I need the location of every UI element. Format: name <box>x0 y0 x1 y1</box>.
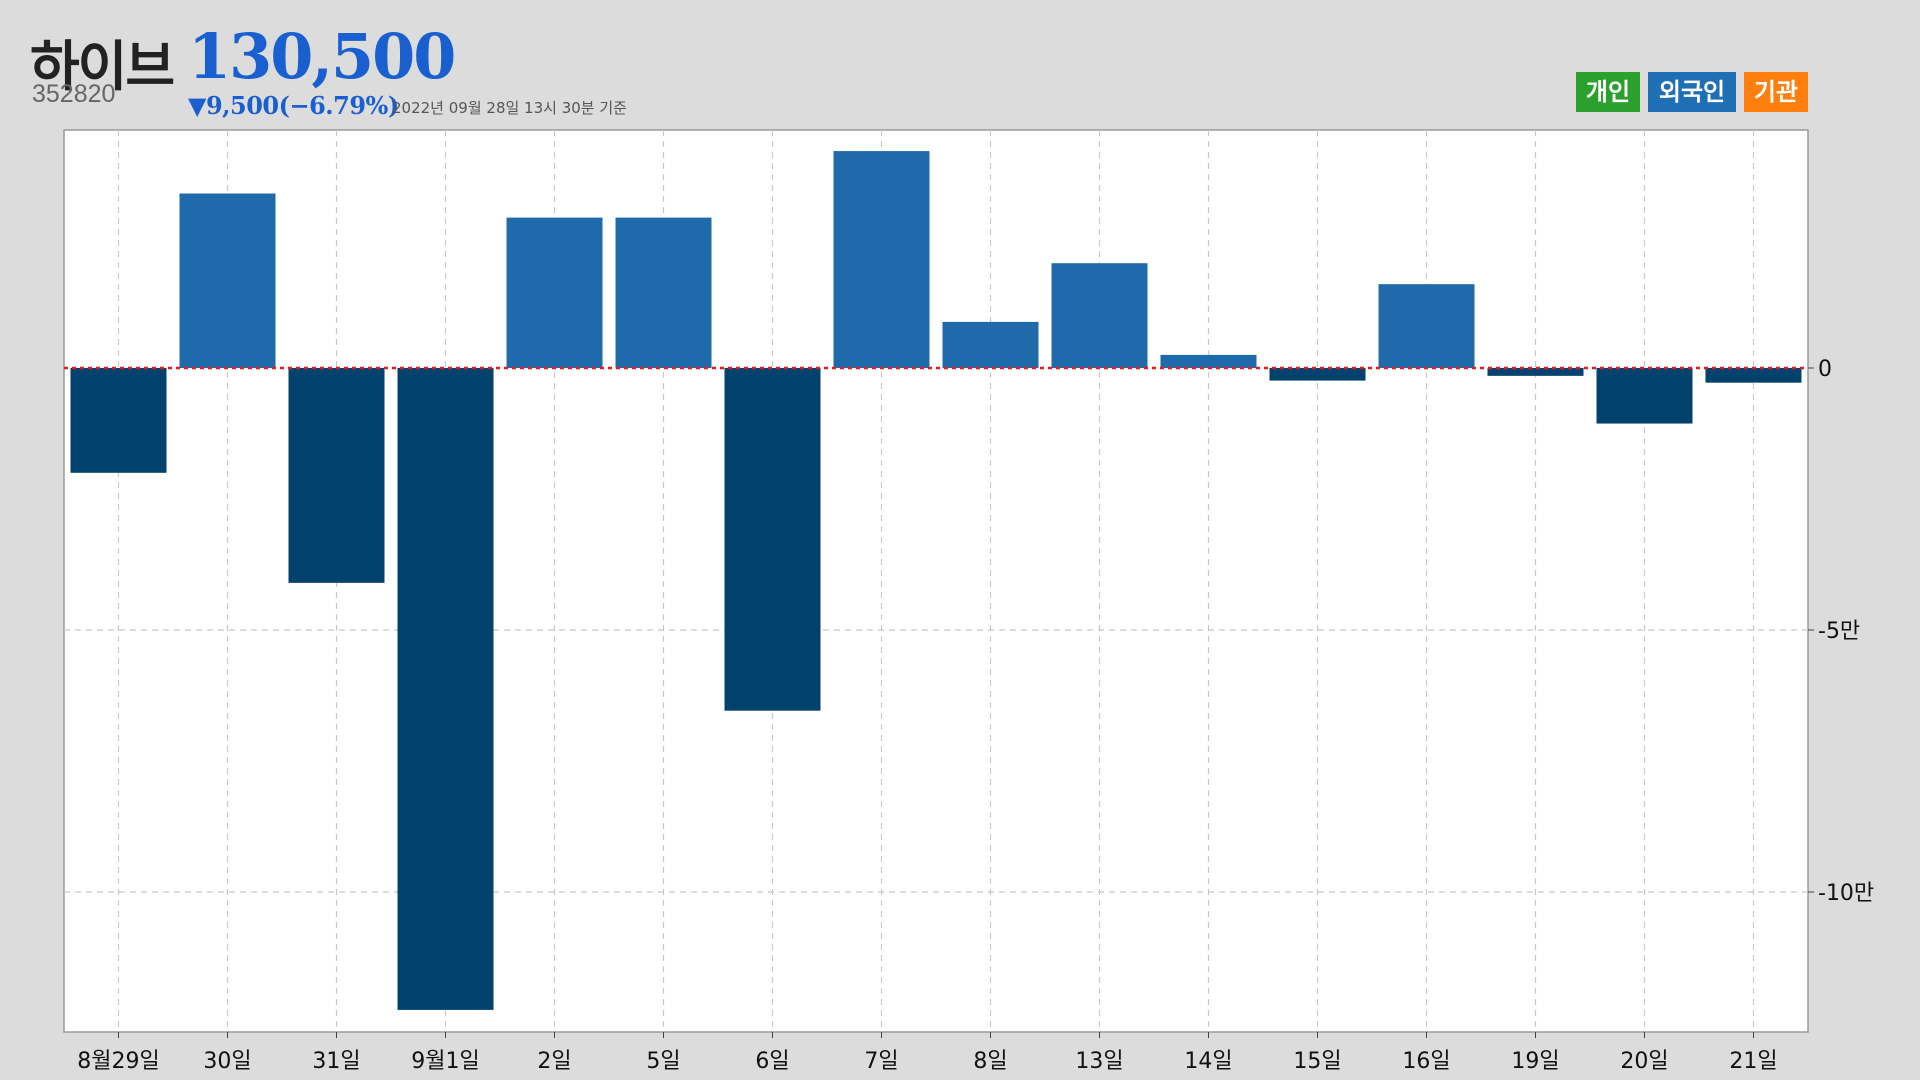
y-tick-label: 0 <box>1818 357 1832 382</box>
bar <box>942 321 1039 368</box>
x-tick-label: 5일 <box>646 1049 680 1074</box>
legend-item-foreign[interactable]: 외국인 <box>1648 72 1736 112</box>
x-tick-label: 9월1일 <box>411 1049 479 1074</box>
bar <box>179 193 276 368</box>
bar <box>1596 368 1693 424</box>
stock-name: 하이브 <box>30 35 175 98</box>
x-tick-label: 30일 <box>203 1049 251 1074</box>
bar <box>70 368 167 473</box>
bar <box>288 368 385 583</box>
y-tick-label: -5만 <box>1818 619 1860 644</box>
stock-code: 352820 <box>32 80 116 108</box>
legend-item-individual[interactable]: 개인 <box>1576 72 1640 112</box>
price-change: ▼9,500(−6.79%) <box>188 91 399 120</box>
x-tick-label: 13일 <box>1075 1049 1123 1074</box>
x-tick-label: 16일 <box>1402 1049 1450 1074</box>
x-tick-label: 21일 <box>1729 1049 1777 1074</box>
x-tick-label: 2일 <box>537 1049 571 1074</box>
x-tick-label: 31일 <box>312 1049 360 1074</box>
bar <box>397 368 494 1010</box>
bar <box>1705 368 1802 383</box>
x-tick-label: 6일 <box>755 1049 789 1074</box>
x-tick-label: 20일 <box>1620 1049 1668 1074</box>
bar <box>1269 368 1366 381</box>
x-tick-label: 7일 <box>864 1049 898 1074</box>
bar <box>724 368 821 711</box>
current-price: 130,500 <box>188 20 456 93</box>
bar <box>833 151 930 368</box>
chart-header: 하이브 352820 130,500 ▼9,500(−6.79%) 2022년 … <box>0 0 1920 125</box>
bar <box>1378 284 1475 368</box>
x-tick-label: 15일 <box>1293 1049 1341 1074</box>
legend-item-institution[interactable]: 기관 <box>1744 72 1808 112</box>
bar <box>1051 263 1148 368</box>
bar <box>1160 354 1257 368</box>
x-tick-label: 8월29일 <box>77 1049 159 1074</box>
as-of-timestamp: 2022년 09월 28일 13시 30분 기준 <box>392 99 627 117</box>
y-tick-label: -10만 <box>1818 881 1874 906</box>
bar <box>615 217 712 368</box>
x-tick-label: 8일 <box>973 1049 1007 1074</box>
x-tick-label: 19일 <box>1511 1049 1559 1074</box>
bar <box>506 217 603 368</box>
x-tick-label: 14일 <box>1184 1049 1232 1074</box>
bar <box>1487 368 1584 376</box>
